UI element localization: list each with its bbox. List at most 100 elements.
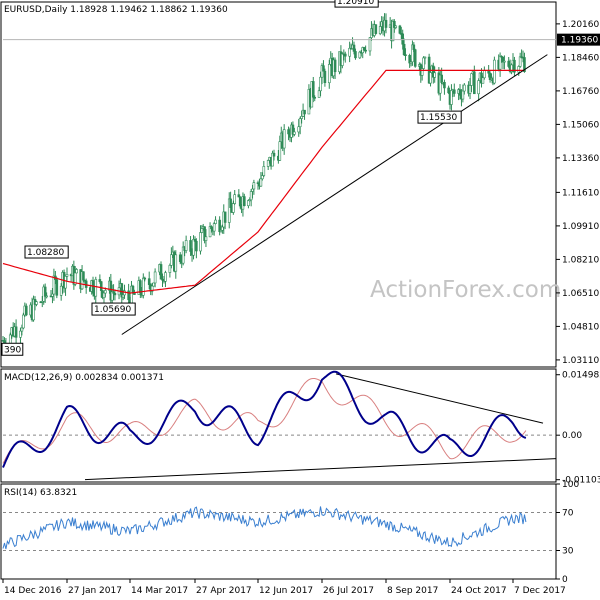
price-candle-body bbox=[35, 301, 38, 305]
price-y-tick-label: 1.04810 bbox=[562, 322, 599, 332]
price-candle-body bbox=[59, 285, 63, 296]
price-candle-body bbox=[447, 87, 450, 94]
price-candle-body bbox=[143, 277, 147, 280]
price-candle-body bbox=[150, 285, 154, 292]
rsi-y-tick-label: 30 bbox=[562, 547, 574, 557]
price-candle-body bbox=[178, 254, 182, 262]
price-candle-body bbox=[364, 49, 367, 52]
price-candle-body bbox=[343, 53, 347, 57]
last-price-badge: 1.19360 bbox=[557, 33, 600, 46]
price-candle-body bbox=[19, 330, 22, 338]
price-y-tick-label: 1.13360 bbox=[562, 154, 599, 164]
price-candle-body bbox=[51, 293, 54, 297]
price-candle-body bbox=[402, 43, 406, 55]
price-annotation-label: 1.05690 bbox=[94, 305, 131, 315]
price-candle-body bbox=[252, 182, 256, 190]
price-candle-body bbox=[238, 196, 242, 207]
price-candle-body bbox=[348, 47, 351, 57]
price-candle-body bbox=[413, 49, 417, 67]
macd-signal-line bbox=[2, 378, 527, 464]
price-candle-body bbox=[139, 280, 142, 294]
price-candle-body bbox=[282, 129, 286, 149]
price-candle-body bbox=[212, 223, 216, 232]
price-candle-body bbox=[131, 285, 135, 293]
price-candle-body bbox=[368, 37, 372, 52]
price-candle-body bbox=[374, 24, 378, 34]
price-y-ticks: 1.20160 1.18460 1.16760 1.15060 1.13360 1.116… bbox=[556, 20, 599, 366]
price-candle-body bbox=[251, 188, 254, 192]
rsi-title: RSI(14) 63.8321 bbox=[4, 488, 77, 498]
x-tick-label: 14 Dec 2016 bbox=[4, 586, 62, 596]
price-candle-body bbox=[450, 89, 453, 105]
price-candle-body bbox=[127, 290, 130, 301]
price-candle-body bbox=[14, 326, 18, 338]
price-candle-body bbox=[43, 286, 47, 297]
price-candle-body bbox=[300, 116, 303, 119]
price-candle-body bbox=[195, 240, 198, 252]
price-candle-body bbox=[152, 282, 155, 287]
price-candle-body bbox=[99, 281, 103, 291]
price-candle-body bbox=[313, 96, 317, 99]
price-candle-body bbox=[394, 25, 398, 28]
price-candles bbox=[1, 13, 526, 354]
price-y-tick-label: 1.16760 bbox=[562, 87, 599, 97]
price-candle-body bbox=[362, 47, 366, 51]
macd-y-tick-label: 0.00 bbox=[562, 431, 582, 441]
price-candle-body bbox=[233, 194, 237, 204]
moving-average-line bbox=[2, 69, 525, 294]
macd-y-tick-label: -0.011031 bbox=[562, 476, 600, 486]
x-axis-ticks: 14 Dec 2016 27 Jan 2017 14 Mar 2017 27 Apr … bbox=[2, 579, 566, 596]
price-candle-body bbox=[352, 44, 356, 52]
price-candle-body bbox=[170, 254, 173, 266]
price-candle-body bbox=[75, 269, 78, 274]
price-annotation-box bbox=[91, 302, 136, 316]
price-candle-body bbox=[468, 85, 472, 94]
rsi-y-ticks: 100 70 30 0 bbox=[556, 480, 579, 585]
x-tick-label: 8 Sep 2017 bbox=[387, 586, 438, 596]
price-candle-body bbox=[433, 72, 436, 78]
price-candle-body bbox=[247, 200, 250, 207]
price-candle-body bbox=[104, 290, 107, 294]
price-candle-body bbox=[94, 279, 98, 297]
x-tick-label: 27 Apr 2017 bbox=[196, 586, 252, 596]
x-tick-label: 26 Jul 2017 bbox=[323, 586, 374, 596]
x-tick-label: 27 Jan 2017 bbox=[68, 586, 122, 596]
rsi-levels bbox=[3, 512, 556, 551]
price-candle-body bbox=[184, 240, 188, 251]
price-candle-body bbox=[429, 72, 432, 84]
price-candle-body bbox=[221, 226, 224, 231]
price-candle-body bbox=[147, 278, 151, 285]
macd-trendline-bottom bbox=[84, 458, 557, 481]
price-candle-body bbox=[463, 84, 466, 92]
price-candle-body bbox=[204, 236, 208, 241]
price-candle-body bbox=[237, 194, 241, 198]
macd-y-tick-label: 0.014982 bbox=[562, 371, 600, 381]
price-candle-body bbox=[259, 178, 263, 187]
x-tick-label: 7 Dec 2017 bbox=[514, 586, 566, 596]
price-candle-body bbox=[159, 264, 163, 280]
price-candle-body bbox=[393, 21, 396, 28]
price-candle-body bbox=[438, 74, 442, 94]
price-candle-body bbox=[262, 166, 266, 176]
price-candle-body bbox=[503, 60, 506, 63]
price-candle-body bbox=[493, 59, 496, 84]
price-pane bbox=[0, 1, 557, 368]
price-candle-body bbox=[121, 294, 125, 298]
price-title: EURUSD,Daily 1.18928 1.19462 1.18862 1.1… bbox=[4, 5, 228, 15]
price-annotation-label: 1.15530 bbox=[420, 113, 457, 123]
price-candle-body bbox=[218, 219, 221, 233]
price-candle-body bbox=[452, 89, 456, 94]
price-candle-body bbox=[65, 274, 69, 277]
x-tick-label: 24 Oct 2017 bbox=[451, 586, 507, 596]
price-candle-body bbox=[249, 191, 253, 201]
rsi-y-tick-label: 70 bbox=[562, 509, 574, 519]
price-candle-body bbox=[384, 19, 388, 28]
svg-text:1.19360: 1.19360 bbox=[561, 36, 598, 46]
price-candle-body bbox=[481, 77, 485, 84]
price-candle-body bbox=[266, 160, 270, 167]
price-candle-body bbox=[199, 232, 202, 252]
price-candle-body bbox=[422, 57, 425, 69]
rsi-pane bbox=[0, 483, 557, 580]
price-candle-body bbox=[55, 279, 59, 296]
price-candle-body bbox=[22, 314, 25, 329]
